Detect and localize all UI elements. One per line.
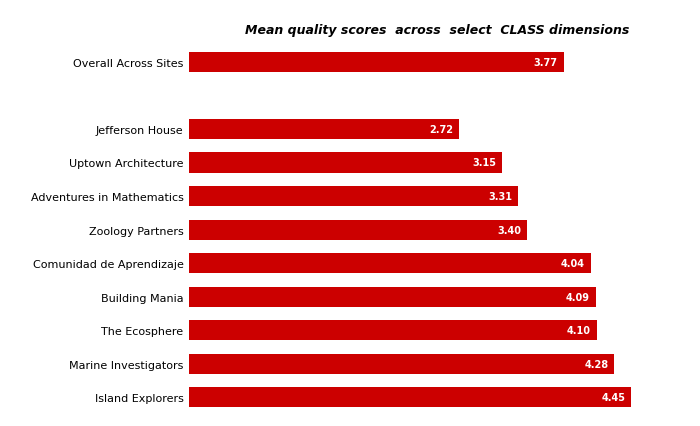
Text: 2.72: 2.72 — [429, 125, 454, 135]
Bar — [189, 354, 615, 374]
Bar — [189, 53, 564, 73]
Text: 4.10: 4.10 — [566, 325, 591, 335]
Bar — [189, 387, 631, 407]
Text: 4.45: 4.45 — [601, 392, 625, 403]
Title: Mean quality scores  across  select  CLASS dimensions: Mean quality scores across select CLASS … — [245, 24, 630, 37]
Bar — [189, 287, 596, 307]
Bar — [189, 187, 518, 207]
Bar — [189, 320, 596, 340]
Text: 3.15: 3.15 — [472, 158, 496, 168]
Text: 4.04: 4.04 — [561, 259, 584, 268]
Bar — [189, 120, 459, 140]
Text: 4.28: 4.28 — [584, 359, 608, 369]
Text: 3.31: 3.31 — [488, 192, 512, 201]
Text: 3.77: 3.77 — [534, 58, 558, 68]
Text: 4.09: 4.09 — [566, 292, 589, 302]
Text: 3.40: 3.40 — [497, 225, 521, 235]
Bar — [189, 253, 591, 273]
Bar — [189, 220, 527, 240]
Bar — [189, 153, 502, 173]
